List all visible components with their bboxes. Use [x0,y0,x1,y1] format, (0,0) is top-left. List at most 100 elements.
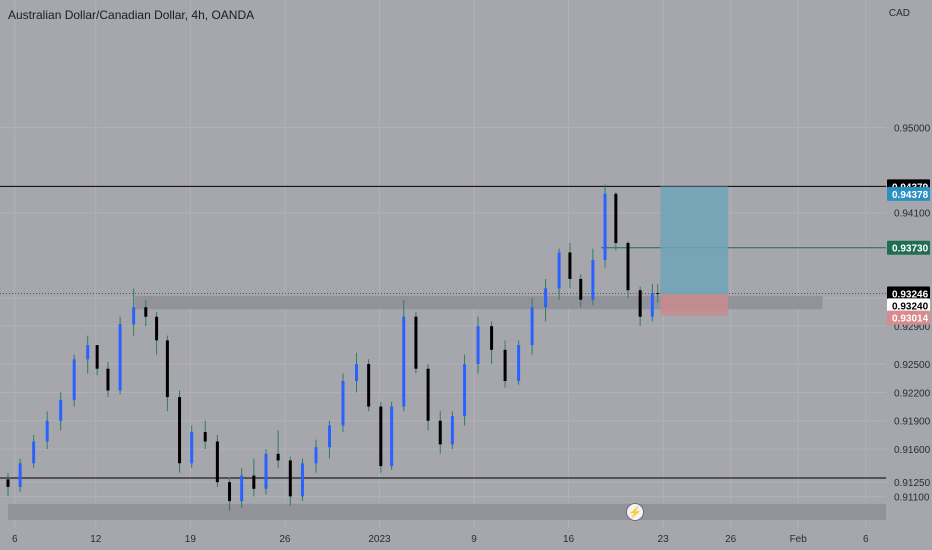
y-tick-label: 0.95000 [894,124,931,135]
candle-body [215,441,219,483]
x-tick-label: 16 [563,534,575,545]
candle-body [517,345,521,382]
price-tag [887,186,930,201]
price-tag [887,240,930,255]
x-tick-label: 26 [279,534,291,545]
candle-body [390,406,394,467]
candle-body [86,345,90,360]
y-tick-label: 0.92200 [894,388,931,399]
candle-body [591,260,595,300]
price-tag-label: 0.93246 [892,289,929,300]
candle-body [379,406,383,467]
candle-body [6,479,10,487]
candle-body [72,359,76,400]
price-axis[interactable] [886,0,932,550]
candle-body [32,441,36,464]
candles [6,184,660,511]
y-tick-label: 0.92900 [894,322,931,333]
candle-body [463,364,467,416]
y-tick-label: 0.92500 [894,360,931,371]
profit-zone[interactable] [660,186,728,295]
demand-zone-upper [134,295,823,310]
candle-body [354,364,358,382]
candle-body [300,463,304,497]
candle-body [327,425,331,448]
candle-body [367,364,371,407]
candle-body [603,193,607,260]
candle-body [650,293,654,317]
demand-zone-lower [8,503,886,520]
price-tag [887,310,930,325]
candle-body [228,482,232,502]
horizontal-levels[interactable] [0,185,886,479]
x-tick-label: 6 [863,534,869,545]
price-tag [887,286,930,301]
candle-body [557,252,561,289]
candle-body [530,307,534,346]
loss-zone[interactable] [660,294,728,316]
y-tick-label: 0.91900 [894,417,931,428]
candle-body [118,324,122,391]
price-tag [887,298,930,313]
y-tick-label: 0.91600 [894,445,931,456]
candle-body [438,420,442,445]
y-tick-label: 0.91100 [894,492,930,503]
long-position-tool[interactable] [660,186,728,316]
candle-body [165,340,169,398]
candle-body [144,307,148,317]
currency-label: CAD [888,8,910,19]
candle-body [190,432,194,464]
candle-body [288,460,292,497]
plot-background [0,0,886,550]
candle-body [106,368,110,391]
candle-body [314,447,318,464]
y-tick-label: 0.94100 [894,209,931,220]
candle-body [414,316,418,369]
zones [8,295,886,520]
candle-body [45,420,49,442]
price-tag-label: 0.93240 [892,301,929,312]
candle-body [18,463,22,487]
x-tick-label: 9 [471,534,477,545]
candle-body [264,453,268,489]
candle-body [614,193,618,243]
candle-body [568,252,572,279]
x-tick-label: 2023 [368,534,391,545]
candle-body [544,288,548,308]
candle-body [155,316,159,341]
candle-body [579,278,583,300]
candle-body [252,475,256,489]
candle-body [476,326,480,364]
candle-body [426,368,430,421]
candle-body [178,397,182,464]
candle-body [240,475,244,502]
lightning-icon[interactable]: ⚡ [626,503,644,521]
x-tick-label: 23 [658,534,670,545]
x-tick-label: 12 [90,534,102,545]
chart-title: Australian Dollar/Canadian Dollar, 4h, O… [8,8,255,22]
candle-body [450,416,454,445]
x-axis-ticks: 6 12 19 26 2023 9 16 23 26 Feb 6 [12,534,869,545]
candle-body [503,349,507,382]
price-tag-label: 0.93730 [892,244,929,255]
candle-body [276,453,280,461]
candle-body [638,290,642,317]
candle-body [59,399,63,421]
price-tags: 0.943790.943780.937300.932460.932400.930… [887,179,930,325]
x-tick-label: 6 [12,534,18,545]
x-tick-label: 26 [725,534,737,545]
price-tag-label: 0.93014 [892,314,929,325]
candle-body [402,316,406,407]
price-tag-label: 0.94378 [892,190,929,201]
candle-body [626,242,630,291]
candle-body [490,326,494,350]
candle-body [203,432,207,442]
x-tick-label: Feb [790,534,808,545]
candle-body [132,307,136,325]
candle-body [656,293,660,295]
x-tick-label: 19 [185,534,197,545]
candle-body [341,381,345,426]
candle-body [95,345,99,369]
